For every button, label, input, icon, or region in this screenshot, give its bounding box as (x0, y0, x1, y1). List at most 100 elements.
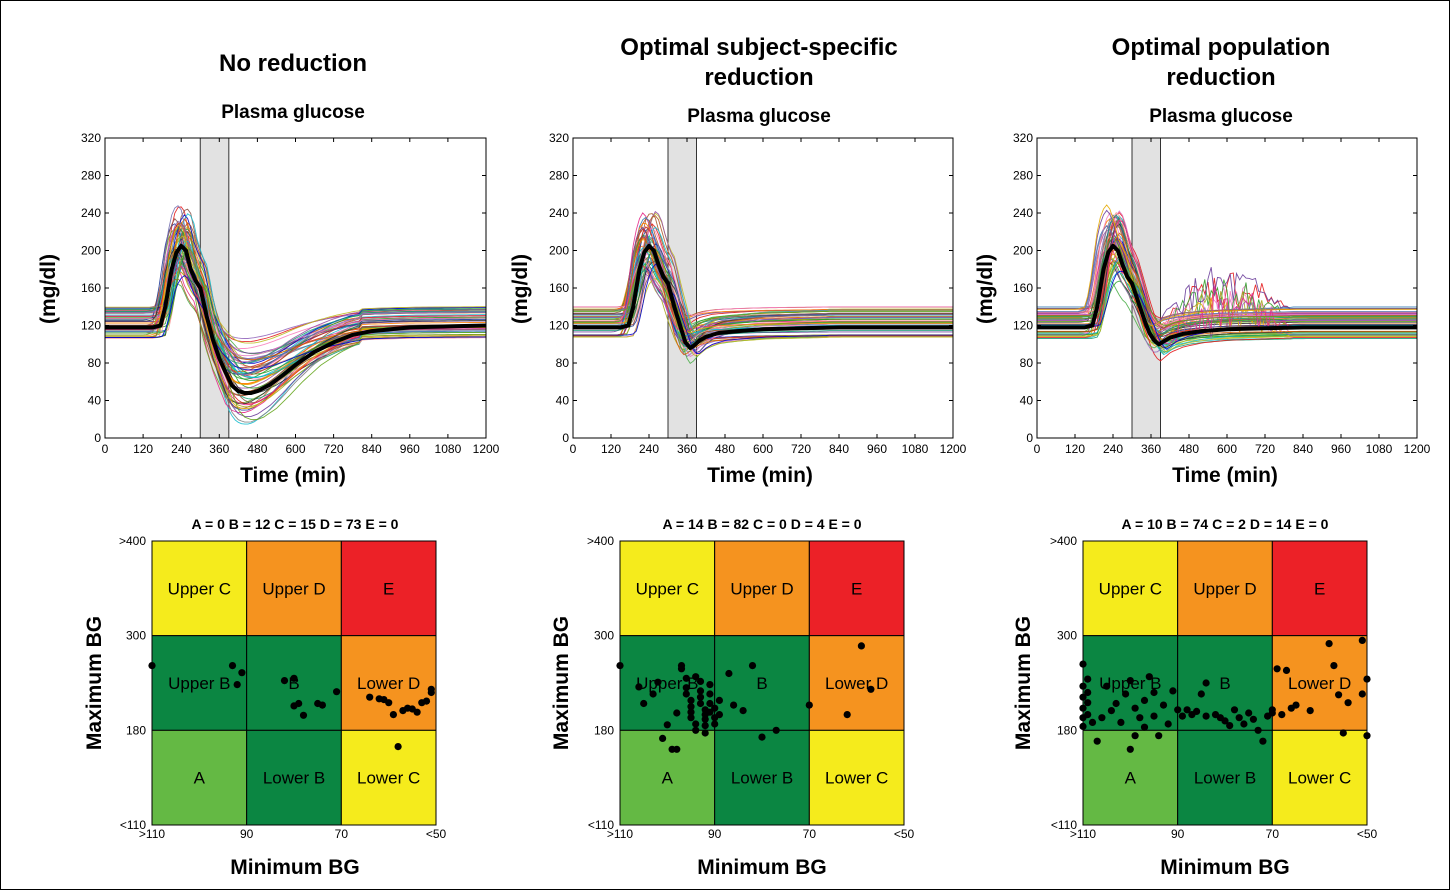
y-tick-label: 280 (549, 169, 569, 183)
y-tick-label: 120 (549, 319, 569, 333)
data-point (1107, 707, 1115, 715)
x-tick-label: >110 (1070, 827, 1096, 841)
subject-trace (573, 248, 953, 338)
panel-title-line2: reduction (704, 64, 813, 91)
x-tick-label: 70 (803, 827, 817, 841)
zone-e (1271, 540, 1368, 637)
glucose-panel-subject-specific: Optimal subject-specific reduction Plasm… (509, 34, 898, 487)
data-point (1178, 712, 1186, 720)
data-point (1273, 665, 1281, 673)
data-point (682, 690, 690, 698)
zone-lower-c (1271, 729, 1368, 826)
subject-trace (105, 213, 486, 378)
data-point (233, 681, 241, 689)
x-tick-label: 0 (1034, 442, 1041, 456)
zone-label: Lower D (1288, 674, 1351, 693)
zone-label: Upper C (636, 579, 699, 598)
data-point (867, 685, 875, 693)
x-tick-label: 1200 (473, 442, 500, 456)
data-point (706, 699, 714, 708)
subject-trace (1037, 245, 1417, 353)
data-point (394, 743, 402, 751)
data-point (673, 709, 681, 717)
y-tick-label: 40 (1020, 394, 1034, 408)
zone-lower-c (808, 729, 905, 826)
x-tick-label: 960 (867, 442, 887, 456)
x-tick-label: <50 (1357, 827, 1378, 841)
panel-title-line1: Optimal population (1112, 34, 1331, 61)
y-tick-label: 160 (549, 281, 569, 295)
data-point (1126, 677, 1134, 685)
x-axis-label: Time (min) (240, 464, 346, 487)
glucose-plot-2: 0 120 240 360 480 600 720 840 960 1080 1200 0 40 80 12… (549, 131, 967, 456)
x-tick-label: 1080 (435, 442, 462, 456)
x-tick-label: 90 (1171, 827, 1185, 841)
data-point (318, 701, 326, 709)
y-tick-label: <110 (120, 818, 146, 832)
zone-counts: A = 14 B = 82 C = 0 D = 4 E = 0 (662, 516, 861, 532)
zone-upper-c (619, 540, 716, 637)
zone-label: A (194, 769, 206, 788)
data-point (1117, 718, 1125, 727)
glucose-plot-3: 0 120 240 360 480 600 720 840 960 1080 1200 0 40 80 12… (1013, 131, 1431, 456)
data-point (1197, 690, 1205, 698)
zone-a (619, 729, 716, 826)
data-point (635, 683, 643, 691)
zone-label: Lower D (825, 674, 888, 693)
x-tick-label: 960 (400, 442, 420, 456)
data-point (677, 665, 686, 673)
zone-label: B (1219, 674, 1230, 693)
y-axis-label: Maximum BG (550, 616, 573, 750)
data-point (1193, 707, 1201, 716)
data-point (748, 662, 757, 670)
x-tick-label: 360 (677, 442, 697, 456)
zone-label: B (288, 674, 299, 693)
zone-lower-d (1271, 635, 1368, 731)
x-tick-label: 0 (102, 442, 109, 456)
x-tick-label: 720 (1255, 442, 1275, 456)
y-axis-label: (mg/dl) (509, 254, 532, 324)
data-point (692, 726, 700, 734)
data-point (649, 690, 657, 698)
glucose-panel-population: Optimal population reduction Plasma gluc… (974, 34, 1330, 487)
zone-label: E (383, 579, 394, 598)
data-point (1084, 675, 1092, 683)
data-point (1122, 690, 1130, 698)
x-tick-label: <50 (894, 827, 915, 841)
data-point (1325, 640, 1333, 648)
data-point (1155, 732, 1163, 740)
data-point (1079, 704, 1087, 712)
data-point (701, 715, 709, 723)
data-point (715, 711, 724, 719)
y-tick-label: 160 (81, 281, 101, 295)
data-point (1098, 714, 1106, 722)
x-tick-label: 1080 (902, 442, 929, 456)
data-point (1344, 699, 1352, 707)
y-tick-label: 320 (81, 131, 101, 145)
x-tick-label: 840 (362, 442, 382, 456)
y-tick-label: <110 (1051, 818, 1077, 832)
x-tick-label: 480 (1179, 442, 1199, 456)
mean-trace (105, 243, 487, 395)
y-axis-label: Maximum BG (83, 616, 106, 750)
x-tick-label: 70 (335, 827, 349, 841)
x-tick-label: 120 (601, 442, 621, 456)
cvga-panel-no-reduction: A = 0 B = 12 C = 15 D = 73 E = 0 Minimum… (83, 516, 399, 879)
data-point (1278, 711, 1286, 719)
y-tick-label: 320 (549, 131, 569, 145)
subject-trace (573, 277, 953, 357)
data-point (1112, 699, 1120, 708)
x-tick-label: <50 (426, 827, 447, 841)
y-tick-label: >400 (1050, 534, 1077, 548)
zone-label: B (756, 674, 767, 693)
data-point (701, 722, 709, 730)
data-point (290, 702, 298, 710)
panel-title: No reduction (219, 50, 367, 77)
y-tick-label: 320 (1013, 131, 1033, 145)
zone-lower-d (808, 635, 905, 731)
data-point (366, 693, 374, 701)
y-tick-label: 180 (1057, 723, 1077, 737)
x-tick-label: 90 (240, 827, 254, 841)
zone-b (246, 635, 342, 731)
